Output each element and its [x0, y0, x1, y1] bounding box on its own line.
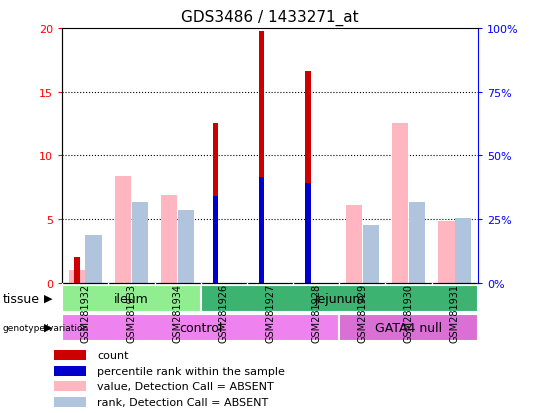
Bar — [392, 124, 408, 283]
Text: GSM281934: GSM281934 — [173, 283, 183, 342]
Bar — [305, 72, 310, 283]
Bar — [54, 397, 86, 407]
Bar — [132, 203, 148, 283]
Bar — [259, 178, 265, 283]
Text: GSM281931: GSM281931 — [450, 283, 460, 342]
Text: rank, Detection Call = ABSENT: rank, Detection Call = ABSENT — [97, 397, 268, 407]
Text: ▶: ▶ — [44, 322, 53, 332]
Text: GSM281929: GSM281929 — [357, 283, 367, 342]
Bar — [455, 218, 471, 283]
Bar — [161, 195, 177, 283]
Text: control: control — [179, 321, 222, 334]
Text: GSM281927: GSM281927 — [265, 283, 275, 342]
Bar — [213, 124, 218, 283]
Bar — [259, 31, 265, 283]
Bar — [346, 205, 362, 283]
Bar — [54, 351, 86, 360]
Bar — [62, 314, 339, 341]
Bar — [178, 211, 194, 283]
Text: count: count — [97, 351, 129, 361]
Text: GSM281926: GSM281926 — [219, 283, 229, 342]
Text: GATA4 null: GATA4 null — [375, 321, 442, 334]
Bar — [54, 382, 86, 391]
Bar — [305, 184, 310, 283]
Text: jejunum: jejunum — [314, 292, 364, 305]
Bar — [69, 270, 85, 283]
Bar — [339, 314, 478, 341]
Text: GSM281928: GSM281928 — [311, 283, 321, 342]
Bar — [201, 285, 478, 312]
Bar — [438, 222, 455, 283]
Text: ileum: ileum — [114, 292, 149, 305]
Text: genotype/variation: genotype/variation — [3, 323, 89, 332]
Text: value, Detection Call = ABSENT: value, Detection Call = ABSENT — [97, 381, 274, 391]
Bar — [85, 236, 102, 283]
Text: GSM281930: GSM281930 — [403, 283, 414, 342]
Text: GSM281932: GSM281932 — [80, 283, 90, 342]
Bar — [74, 258, 80, 283]
Text: GSM281933: GSM281933 — [126, 283, 137, 342]
Bar — [54, 366, 86, 376]
Text: percentile rank within the sample: percentile rank within the sample — [97, 366, 285, 376]
Text: tissue: tissue — [3, 292, 40, 305]
Title: GDS3486 / 1433271_at: GDS3486 / 1433271_at — [181, 10, 359, 26]
Bar — [213, 197, 218, 283]
Text: ▶: ▶ — [44, 293, 53, 304]
Bar — [363, 226, 379, 283]
Bar — [409, 203, 425, 283]
Bar — [62, 285, 201, 312]
Bar — [115, 176, 131, 283]
